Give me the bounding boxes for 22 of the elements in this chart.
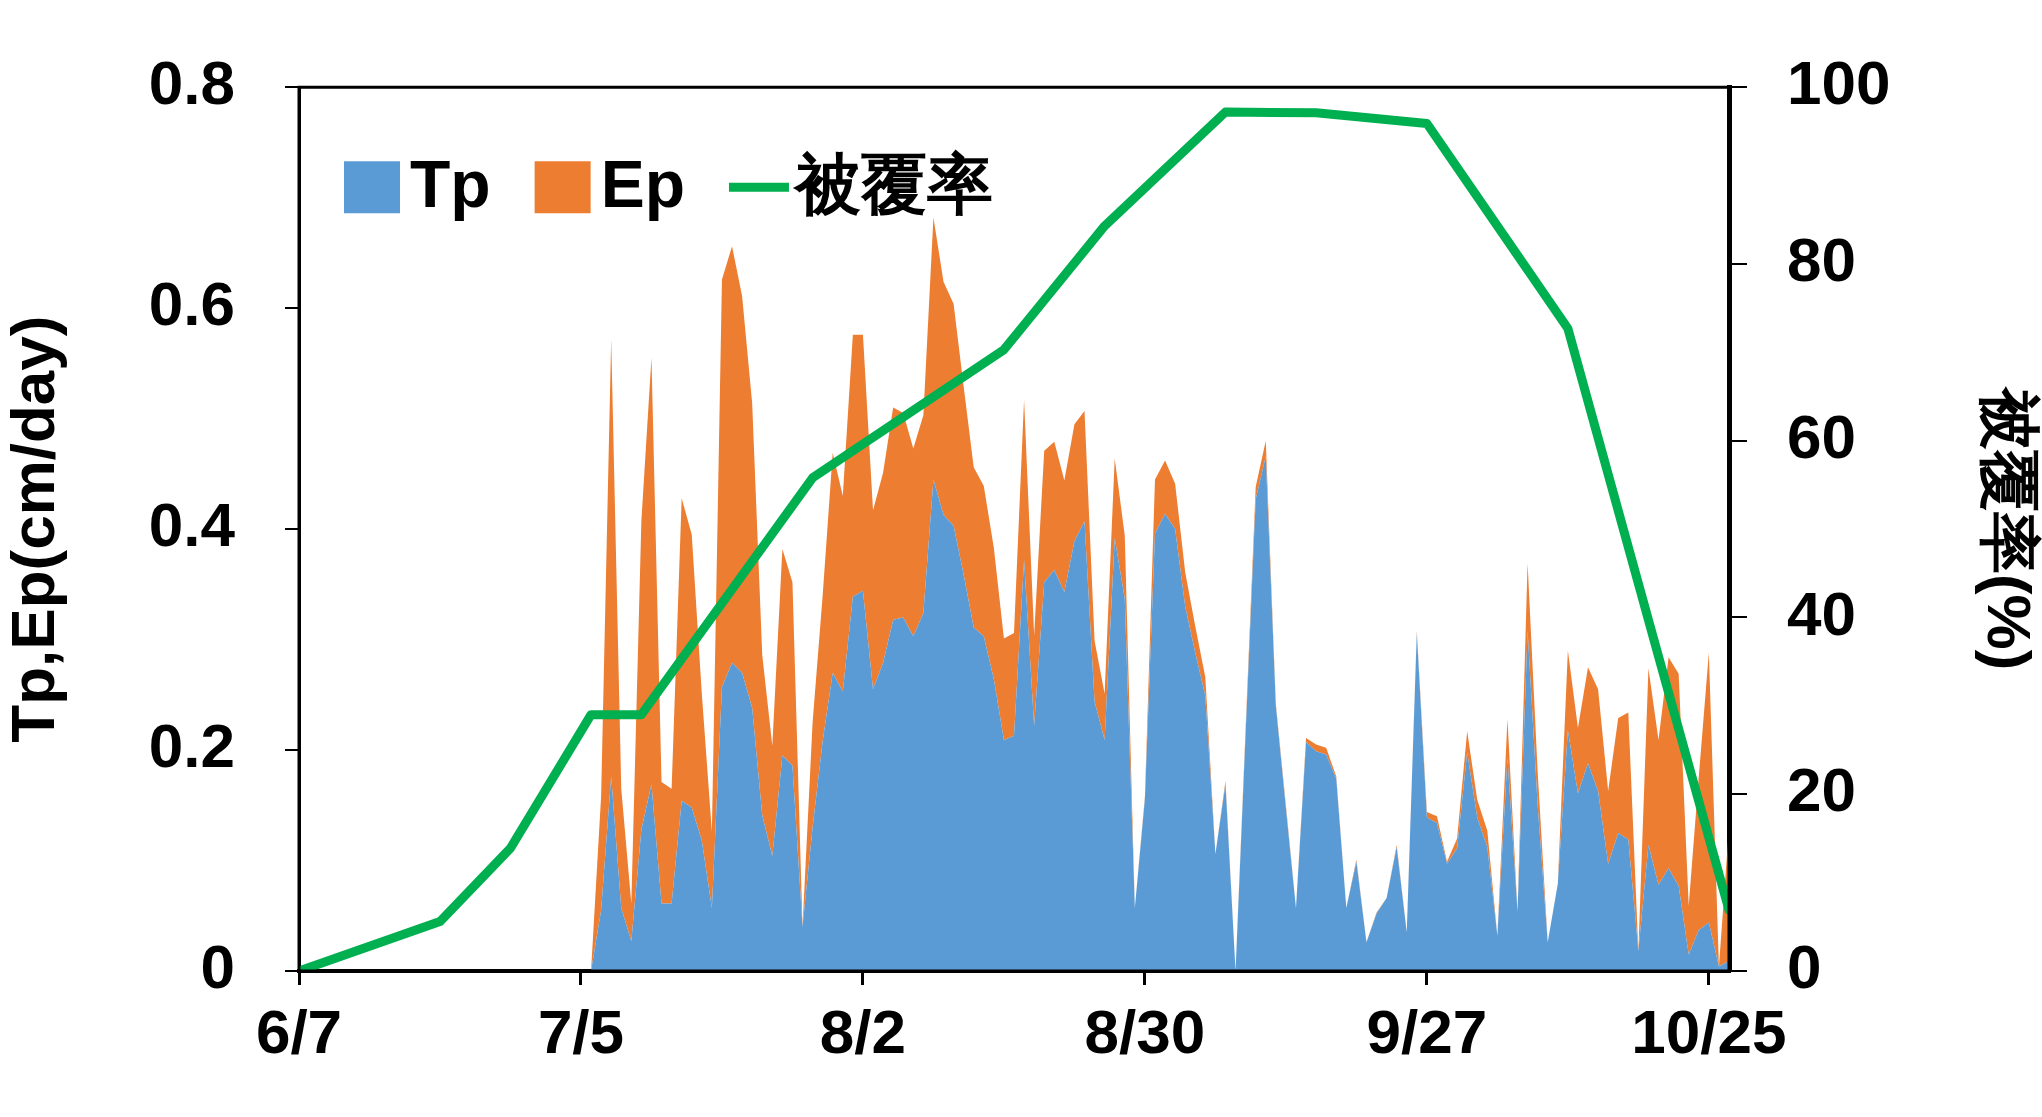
x-tick-label: 8/2 [819,997,907,1067]
y-tick-label: 0.8 [148,48,235,118]
x-tick-label: 6/7 [255,997,343,1067]
y-tick-label: 0.2 [148,711,235,781]
legend-label: 被覆率 [791,147,993,222]
legend-label: Tp [410,147,491,222]
y2-tick-label: 60 [1787,401,1856,471]
legend-label: Ep [600,147,685,222]
y2-tick-label: 80 [1787,225,1856,295]
y2-tick-label: 0 [1787,932,1822,1002]
y2-tick-label: 100 [1787,48,1891,118]
x-tick-label: 9/27 [1366,997,1488,1067]
x-tick-label: 10/25 [1631,997,1787,1067]
y2-tick-label: 40 [1787,578,1856,648]
x-tick-label: 7/5 [537,997,625,1067]
y-tick-label: 0 [200,932,235,1002]
y2-tick-label: 20 [1787,755,1856,825]
y-tick-label: 0.4 [148,490,236,560]
x-tick-label: 8/30 [1084,997,1206,1067]
y2-axis-title: 被覆率(%) [1974,384,2042,671]
y-axis-title: Tp,Ep(cm/day) [0,315,68,743]
y-tick-label: 0.6 [148,269,235,339]
